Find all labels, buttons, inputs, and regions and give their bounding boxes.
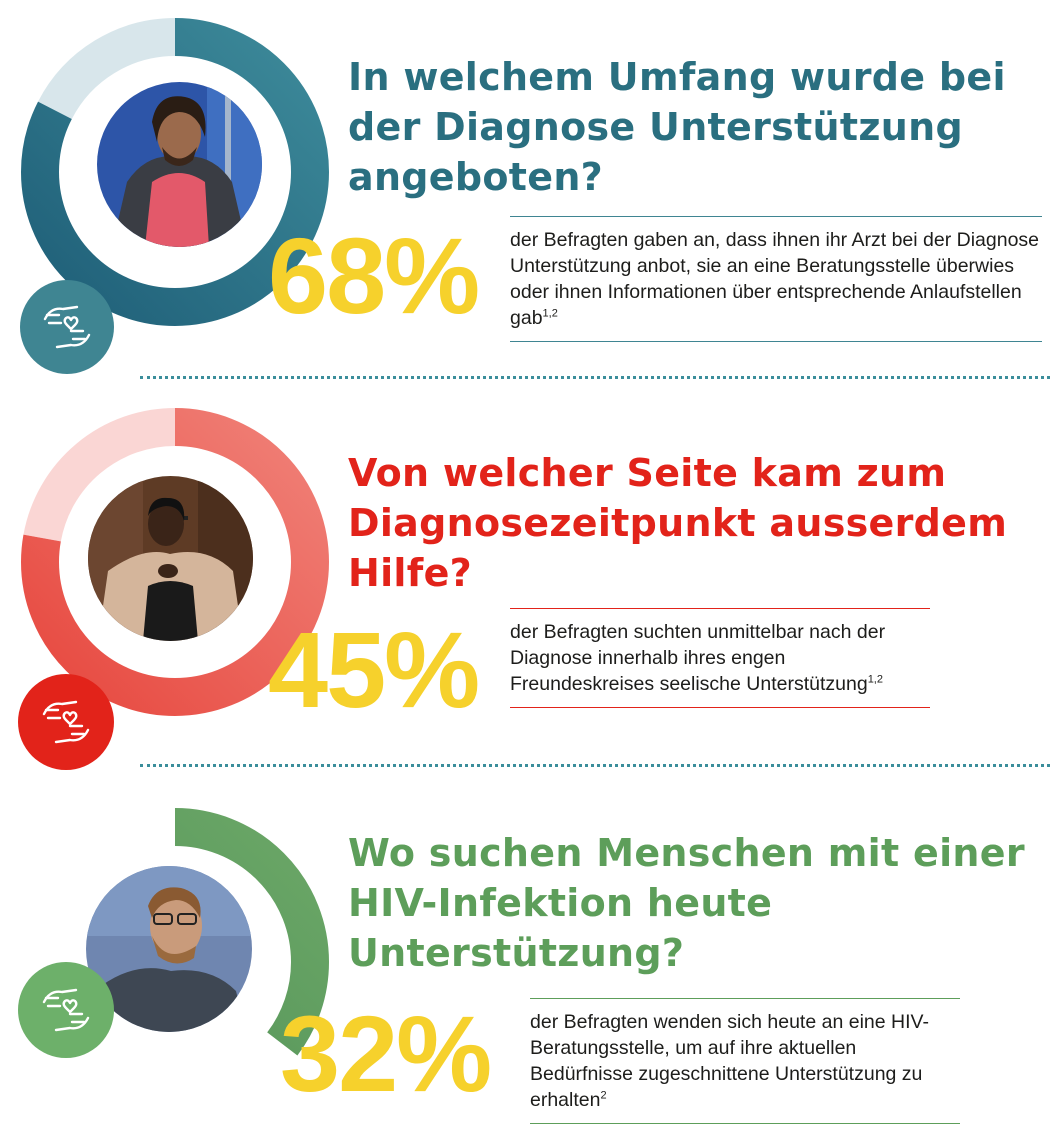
section-question: Wo suchen Menschen mit einer HIV-Infekti… <box>348 831 1025 975</box>
description-text: der Befragten gaben an, dass ihnen ihr A… <box>510 229 1040 329</box>
result-description: der Befragten wenden sich heute an eine … <box>530 998 960 1124</box>
caring-hands-heart-icon <box>18 674 114 770</box>
footnote-reference: 1,2 <box>867 673 883 686</box>
decorative-ring-red <box>21 408 329 716</box>
section-additional-help: Von welcher Seite kam zum Diagnosezeitpu… <box>0 390 1063 770</box>
footnote-reference: 1,2 <box>542 307 558 320</box>
footnote-reference: 2 <box>600 1089 607 1102</box>
section-question: Von welcher Seite kam zum Diagnosezeitpu… <box>348 451 1008 595</box>
portrait-photo-woman-shawl <box>88 476 253 641</box>
portrait-photo-man-curly-hair <box>97 82 262 247</box>
section-divider <box>140 764 1050 767</box>
result-description: der Befragten suchten unmittelbar nach d… <box>510 608 930 708</box>
percentage-value: 68% <box>268 215 480 336</box>
percentage-value: 32% <box>280 993 492 1114</box>
section-question: In welchem Umfang wurde bei der Diagnose… <box>348 55 1006 199</box>
section-support-at-diagnosis: In welchem Umfang wurde bei der Diagnose… <box>0 0 1063 380</box>
decorative-ring-green <box>21 808 329 1116</box>
section-support-today: Wo suchen Menschen mit einer HIV-Infekti… <box>0 790 1063 1129</box>
description-text: der Befragten suchten unmittelbar nach d… <box>510 621 886 695</box>
caring-hands-heart-icon <box>20 280 114 374</box>
decorative-ring-teal <box>21 18 329 326</box>
result-description: der Befragten gaben an, dass ihnen ihr A… <box>510 216 1042 342</box>
description-text: der Befragten wenden sich heute an eine … <box>530 1011 929 1111</box>
section-divider <box>140 376 1050 379</box>
percentage-value: 45% <box>268 609 480 730</box>
caring-hands-heart-icon <box>18 962 114 1058</box>
